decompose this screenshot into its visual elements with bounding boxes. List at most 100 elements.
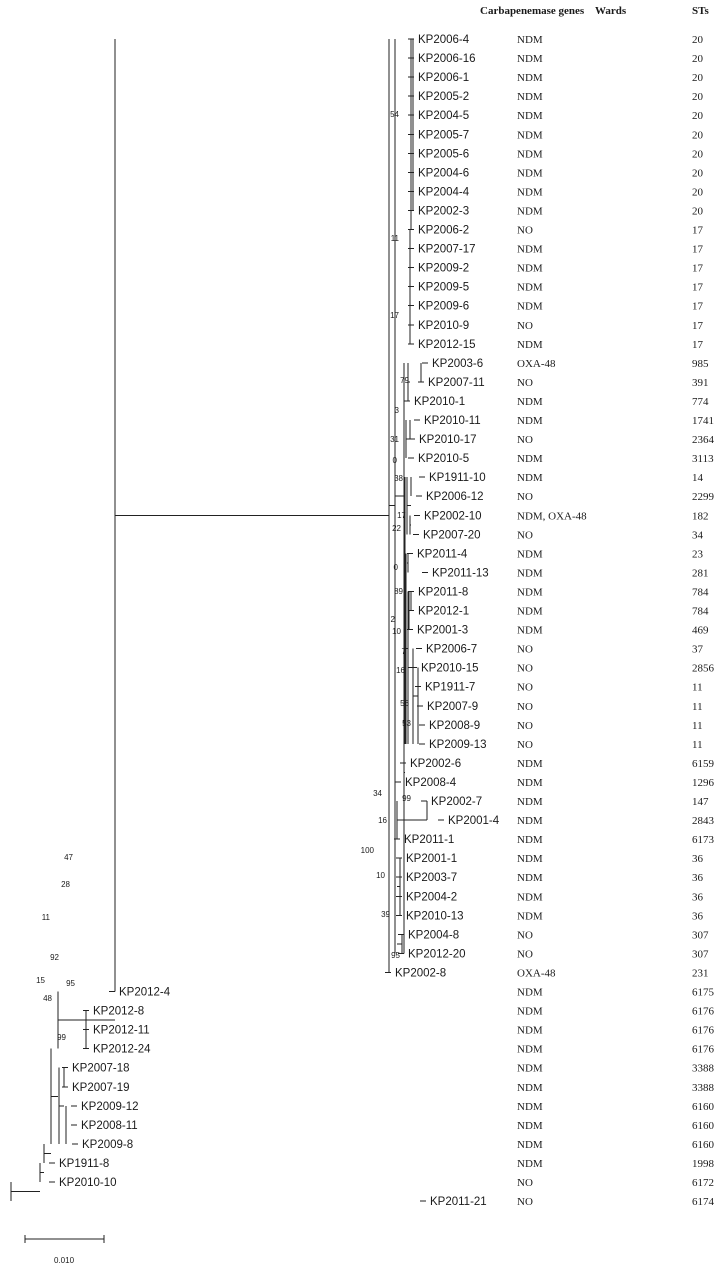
gene-cell: NDM bbox=[517, 453, 543, 465]
leaf-label: KP2012-20 bbox=[408, 948, 466, 960]
leaf-label: KP2002-10 bbox=[424, 510, 482, 522]
tree-branches bbox=[10, 38, 444, 1202]
bootstrap-value: 16 bbox=[396, 666, 405, 675]
st-cell: 1741 bbox=[692, 415, 714, 427]
bootstrap-value: 31 bbox=[390, 435, 399, 444]
leaf-label: KP2003-7 bbox=[406, 872, 457, 884]
bootstrap-value: 15 bbox=[36, 976, 45, 985]
leaf-label: KP2012-4 bbox=[119, 987, 171, 999]
gene-cell: NDM bbox=[517, 205, 543, 217]
gene-cell: NDM bbox=[517, 339, 543, 351]
st-cell: 23 bbox=[692, 548, 704, 560]
leaf-label: KP2002-7 bbox=[431, 796, 482, 808]
leaf-label: KP2005-7 bbox=[418, 129, 469, 141]
gene-cell: NDM bbox=[517, 777, 543, 789]
st-cell: 784 bbox=[692, 586, 709, 598]
leaf-label: KP2006-12 bbox=[426, 491, 484, 503]
leaf-label: KP2004-8 bbox=[408, 929, 459, 941]
leaf-label: KP2004-4 bbox=[418, 186, 470, 198]
bootstrap-value: 54 bbox=[390, 110, 399, 119]
st-cell: 391 bbox=[692, 377, 709, 389]
st-cell: 36 bbox=[692, 910, 704, 922]
leaf-label: KP2010-9 bbox=[418, 320, 469, 332]
gene-cell: NO bbox=[517, 929, 533, 941]
st-cell: 147 bbox=[692, 796, 709, 808]
bootstrap-value: 34 bbox=[373, 789, 382, 798]
leaf-label: KP2007-9 bbox=[427, 701, 478, 713]
gene-cell: NDM bbox=[517, 1101, 543, 1113]
leaf-label: KP2010-10 bbox=[59, 1177, 117, 1189]
bootstrap-value: 47 bbox=[64, 853, 73, 862]
leaf-label: KP2010-5 bbox=[418, 453, 469, 465]
gene-cell: NDM bbox=[517, 815, 543, 827]
bootstrap-value: 99 bbox=[57, 1033, 66, 1042]
gene-cell: NDM bbox=[517, 263, 543, 275]
leaf-label: KP2008-11 bbox=[81, 1120, 138, 1132]
leaf-label: KP2011-21 bbox=[430, 1196, 487, 1208]
gene-cell: NDM bbox=[517, 606, 543, 618]
bootstrap-value: 11 bbox=[42, 913, 51, 922]
bootstrap-value: 39 bbox=[381, 910, 390, 919]
leaf-label: KP2002-3 bbox=[418, 205, 469, 217]
gene-cell: NDM bbox=[517, 148, 543, 160]
gene-cell: NDM bbox=[517, 415, 543, 427]
st-cell: 6176 bbox=[692, 1006, 715, 1018]
bootstrap-value: 38 bbox=[394, 474, 403, 483]
leaf-label: KP2007-17 bbox=[418, 244, 476, 256]
st-cell: 469 bbox=[692, 625, 709, 637]
gene-cell: NDM bbox=[517, 167, 543, 179]
gene-cell: NDM bbox=[517, 625, 543, 637]
st-cell: 6172 bbox=[692, 1177, 714, 1189]
gene-cell: NDM bbox=[517, 186, 543, 198]
gene-cell: NO bbox=[517, 529, 533, 541]
st-cell: 784 bbox=[692, 606, 709, 618]
leaf-label: KP2010-1 bbox=[414, 396, 465, 408]
gene-cell: NDM bbox=[517, 53, 543, 65]
bootstrap-value: 56 bbox=[400, 699, 409, 708]
gene-cell: NDM bbox=[517, 586, 543, 598]
gene-cell: NDM bbox=[517, 244, 543, 256]
leaf-label: KP2012-1 bbox=[418, 606, 469, 618]
leaf-label: KP2006-2 bbox=[418, 225, 469, 237]
gene-cell: NDM bbox=[517, 910, 543, 922]
bootstrap-value: 100 bbox=[361, 846, 375, 855]
st-cell: 6174 bbox=[692, 1196, 715, 1208]
gene-cell: NDM bbox=[517, 1044, 543, 1056]
st-cell: 6160 bbox=[692, 1101, 715, 1113]
bootstrap-value: 16 bbox=[378, 816, 387, 825]
leaf-label: KP2004-5 bbox=[418, 110, 469, 122]
st-cell: 20 bbox=[692, 72, 704, 84]
st-cell: 20 bbox=[692, 34, 704, 46]
st-cell: 11 bbox=[692, 739, 703, 751]
bootstrap-value: 99 bbox=[402, 794, 411, 803]
leaf-label: KP2011-8 bbox=[418, 586, 468, 598]
leaf-label: KP2007-18 bbox=[72, 1063, 130, 1075]
leaf-label: KP2012-8 bbox=[93, 1006, 144, 1018]
leaf-label: KP2007-20 bbox=[423, 529, 481, 541]
leaf-label: KP2002-8 bbox=[395, 967, 446, 979]
gene-cell: NDM, OXA-48 bbox=[517, 510, 587, 522]
st-cell: 2843 bbox=[692, 815, 715, 827]
st-cell: 34 bbox=[692, 529, 704, 541]
st-cell: 6175 bbox=[692, 987, 715, 999]
scale-bar: 0.010 bbox=[24, 1235, 105, 1265]
bootstrap-value: 2 bbox=[391, 615, 396, 624]
bootstrap-value: 22 bbox=[392, 524, 401, 533]
gene-cell: NDM bbox=[517, 758, 543, 770]
st-cell: 36 bbox=[692, 872, 704, 884]
leaf-label: KP1911-7 bbox=[425, 682, 475, 694]
st-cell: 17 bbox=[692, 282, 704, 294]
st-cell: 6159 bbox=[692, 758, 715, 770]
st-cell: 20 bbox=[692, 205, 704, 217]
bootstrap-value: 89 bbox=[394, 587, 403, 596]
gene-cell: NDM bbox=[517, 301, 543, 313]
gene-cell: NDM bbox=[517, 987, 543, 999]
gene-cell: NDM bbox=[517, 1120, 543, 1132]
leaf-label: KP2009-2 bbox=[418, 263, 469, 275]
gene-cell: NO bbox=[517, 491, 533, 503]
st-cell: 20 bbox=[692, 167, 704, 179]
gene-cell: NDM bbox=[517, 72, 543, 84]
st-cell: 20 bbox=[692, 148, 704, 160]
st-cell: 6176 bbox=[692, 1025, 715, 1037]
leaf-label: KP1911-10 bbox=[429, 472, 486, 484]
